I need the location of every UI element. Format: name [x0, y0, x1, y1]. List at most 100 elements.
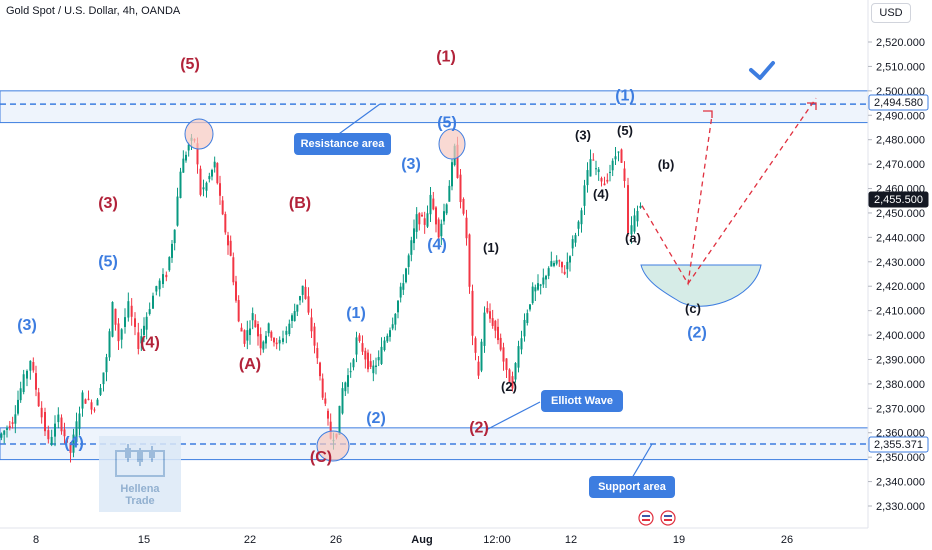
- symbol-title[interactable]: Gold Spot / U.S. Dollar, 4h, OANDA: [6, 5, 181, 17]
- candle-body: [108, 331, 111, 358]
- candle-body: [361, 343, 364, 352]
- candle-body: [249, 328, 251, 336]
- candle-body: [307, 296, 310, 313]
- candle-body: [553, 263, 555, 266]
- candle-body: [372, 365, 375, 374]
- candle-body: [72, 434, 75, 453]
- candle-body: [270, 331, 273, 338]
- resistance-zone: [0, 90, 869, 124]
- candle-body: [523, 319, 526, 337]
- candle-body: [595, 168, 597, 170]
- candle-body: [63, 429, 66, 437]
- wave-label: (4): [64, 434, 84, 451]
- elliott-wave-callout[interactable]: Elliott Wave: [541, 390, 623, 412]
- candle-body: [324, 398, 327, 404]
- candle-body: [267, 323, 270, 334]
- candle-body: [211, 169, 213, 177]
- candle-body: [143, 325, 145, 336]
- time-tick-label: Aug: [411, 534, 432, 546]
- candle-body: [497, 326, 499, 341]
- candle-body: [375, 365, 377, 368]
- candle-body: [545, 275, 547, 280]
- candle-body: [480, 341, 483, 371]
- candle-body: [57, 414, 60, 423]
- candle-body: [550, 261, 553, 267]
- candle-body: [435, 207, 437, 225]
- candle-body: [44, 412, 46, 432]
- price-tick-label: 2,390.000: [876, 354, 925, 366]
- candle-body: [639, 205, 642, 208]
- candle-body: [237, 300, 240, 322]
- candle-body: [563, 271, 566, 274]
- time-tick-label: 19: [673, 534, 685, 546]
- support-area-callout[interactable]: Support area: [589, 476, 675, 498]
- candle-body: [124, 317, 126, 327]
- candle-body: [259, 334, 262, 349]
- time-tick-label: 12: [565, 534, 577, 546]
- wave-label: (3): [98, 195, 118, 212]
- candles-logo-icon: [115, 444, 165, 477]
- wave-label: (4): [427, 237, 447, 254]
- candle-body: [415, 214, 418, 232]
- candle-body: [11, 422, 14, 424]
- candle-body: [630, 225, 633, 235]
- candle-body: [0, 433, 3, 438]
- wave-label: (5): [437, 114, 457, 131]
- price-tick-label: 2,340.000: [876, 477, 925, 489]
- trough-highlight-ellipse: [316, 430, 350, 462]
- candle-body: [369, 361, 372, 367]
- candle-body: [93, 409, 96, 411]
- wave-label: (c): [685, 301, 701, 316]
- wave-label: (5): [98, 254, 118, 271]
- candle-body: [358, 335, 361, 341]
- time-tick-label: 26: [330, 534, 342, 546]
- currency-selector[interactable]: USD: [871, 3, 911, 23]
- candle-body: [623, 168, 626, 182]
- candle-body: [219, 183, 221, 196]
- candle-body: [389, 330, 391, 337]
- price-tick-label: 2,350.000: [876, 452, 925, 464]
- wave-label: (1): [436, 49, 456, 66]
- resistance-area-callout[interactable]: Resistance area: [294, 133, 391, 155]
- price-tick-label: 2,420.000: [876, 281, 925, 293]
- wave-label: (4): [593, 186, 609, 201]
- candle-body: [364, 350, 367, 360]
- wave-label: (3): [575, 128, 591, 143]
- candle-body: [227, 235, 229, 246]
- candle-body: [606, 179, 609, 182]
- candle-body: [386, 335, 389, 342]
- candle-body: [486, 307, 489, 313]
- candle-body: [29, 360, 32, 371]
- candle-body: [316, 348, 319, 359]
- price-tick-label: 2,370.000: [876, 403, 925, 415]
- projection-arrow-head: [703, 110, 713, 118]
- peak-highlight-ellipse: [184, 118, 214, 150]
- price-tick-label: 2,470.000: [876, 159, 925, 171]
- candle-body: [633, 215, 636, 232]
- price-tick-label: 2,510.000: [876, 61, 925, 73]
- candle-body: [19, 388, 22, 401]
- candle-body: [148, 309, 151, 314]
- candle-body: [240, 327, 243, 332]
- checkmark-icon: [749, 61, 775, 80]
- us-flag-icon[interactable]: [638, 510, 654, 526]
- candle-body: [301, 285, 304, 295]
- candle-body: [114, 308, 117, 325]
- candle-body: [87, 398, 90, 400]
- candle-body: [262, 341, 265, 350]
- candle-body: [278, 339, 281, 344]
- candle-body: [391, 324, 394, 329]
- price-tick-label: 2,440.000: [876, 232, 925, 244]
- candle-body: [137, 332, 140, 349]
- candle-body: [620, 149, 623, 163]
- candle-body: [152, 295, 154, 309]
- candle-body: [617, 151, 620, 153]
- price-tag: [868, 436, 929, 453]
- candle-body: [571, 239, 574, 249]
- candle-body: [291, 315, 293, 321]
- candle-body: [130, 305, 133, 317]
- candle-body: [603, 183, 606, 186]
- candle-body: [451, 162, 453, 187]
- us-flag-icon[interactable]: [660, 510, 676, 526]
